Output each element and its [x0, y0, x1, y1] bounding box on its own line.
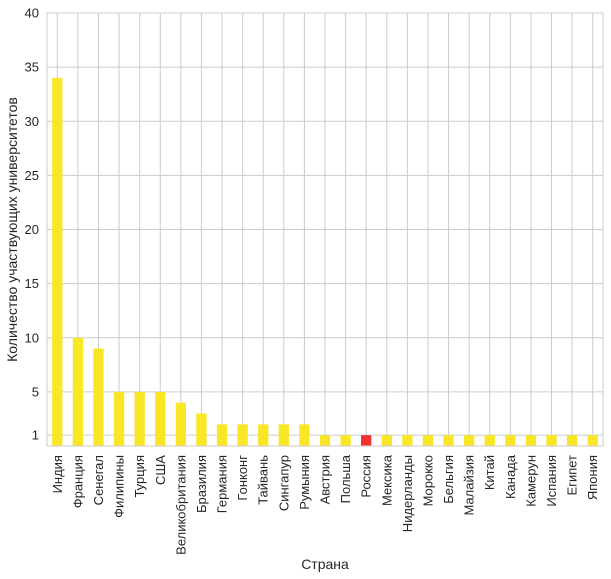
x-tick-label: Сенегал: [91, 455, 106, 505]
x-tick-label: Бразилия: [194, 455, 209, 513]
x-tick-label: США: [153, 455, 168, 485]
x-tick-label: Польша: [338, 454, 353, 503]
x-tick-label: Австрия: [318, 455, 333, 504]
bar: [587, 435, 598, 446]
bar: [72, 337, 84, 446]
bar: [134, 391, 145, 446]
x-tick-label: Япония: [585, 455, 600, 500]
x-tick-label: Румыния: [297, 455, 312, 510]
bar: [422, 435, 434, 446]
bar: [340, 435, 351, 446]
bar: [113, 391, 125, 446]
x-tick-label: Россия: [359, 455, 374, 498]
bars: [52, 77, 598, 446]
y-tick-label: 15: [25, 276, 39, 291]
x-tick-label: Франция: [70, 455, 85, 508]
bar: [237, 424, 248, 446]
bar: [278, 424, 289, 446]
x-tick-label: Морокко: [420, 455, 435, 506]
x-axis-label: Страна: [301, 556, 349, 572]
x-tick-label: Камерун: [523, 455, 538, 507]
bar: [361, 435, 372, 446]
y-tick-label: 35: [25, 60, 39, 75]
bar: [546, 435, 557, 446]
bar: [402, 435, 413, 446]
bar: [196, 413, 207, 446]
bar: [464, 435, 475, 446]
x-tick-label: Великобритания: [173, 455, 188, 555]
bar: [319, 435, 331, 446]
bar: [484, 435, 495, 446]
x-tick-label: Германия: [215, 455, 230, 513]
bar: [443, 435, 454, 446]
x-tick-label: Филипины: [112, 455, 127, 518]
bar: [93, 348, 104, 446]
bar: [175, 402, 186, 446]
bar: [381, 435, 392, 446]
grid-lines: [47, 12, 603, 446]
x-tick-label: Сингапур: [276, 455, 291, 511]
y-tick-label: 25: [25, 168, 39, 183]
x-tick-label: Нидерланды: [400, 455, 415, 532]
bar: [299, 424, 310, 446]
y-tick-label: 30: [25, 114, 39, 129]
y-tick-label: 10: [25, 330, 39, 345]
y-tick-label: 1: [32, 428, 39, 443]
x-tick-label: Египет: [565, 455, 580, 496]
x-tick-label: Испания: [544, 455, 559, 507]
x-tick-label: Индия: [50, 455, 65, 493]
x-tick-label: Тайвань: [256, 455, 271, 505]
x-tick-label: Гонконг: [235, 455, 250, 501]
x-tick-labels: Индия Франция Сенегал Филипины Турция США Вели…: [50, 454, 600, 555]
y-tick-label: 40: [25, 6, 39, 21]
bar: [216, 424, 228, 446]
bar: [155, 391, 166, 446]
bar: [258, 424, 269, 446]
x-tick-label: Китай: [482, 455, 497, 490]
x-tick-label: Малайзия: [462, 455, 477, 516]
bar: [505, 435, 516, 446]
plot-frame: [46, 12, 604, 447]
bar: [525, 435, 537, 446]
x-tick-label: Бельгия: [441, 455, 456, 504]
bar: [52, 77, 63, 446]
bar: [566, 435, 578, 446]
y-tick-label: 20: [25, 222, 39, 237]
x-tick-label: Турция: [132, 455, 147, 498]
x-tick-label: Мексика: [379, 454, 394, 506]
y-axis-label: Количество участвующих университетов: [4, 97, 20, 362]
y-tick-label: 5: [32, 384, 39, 399]
x-tick-label: Канада: [503, 454, 518, 499]
